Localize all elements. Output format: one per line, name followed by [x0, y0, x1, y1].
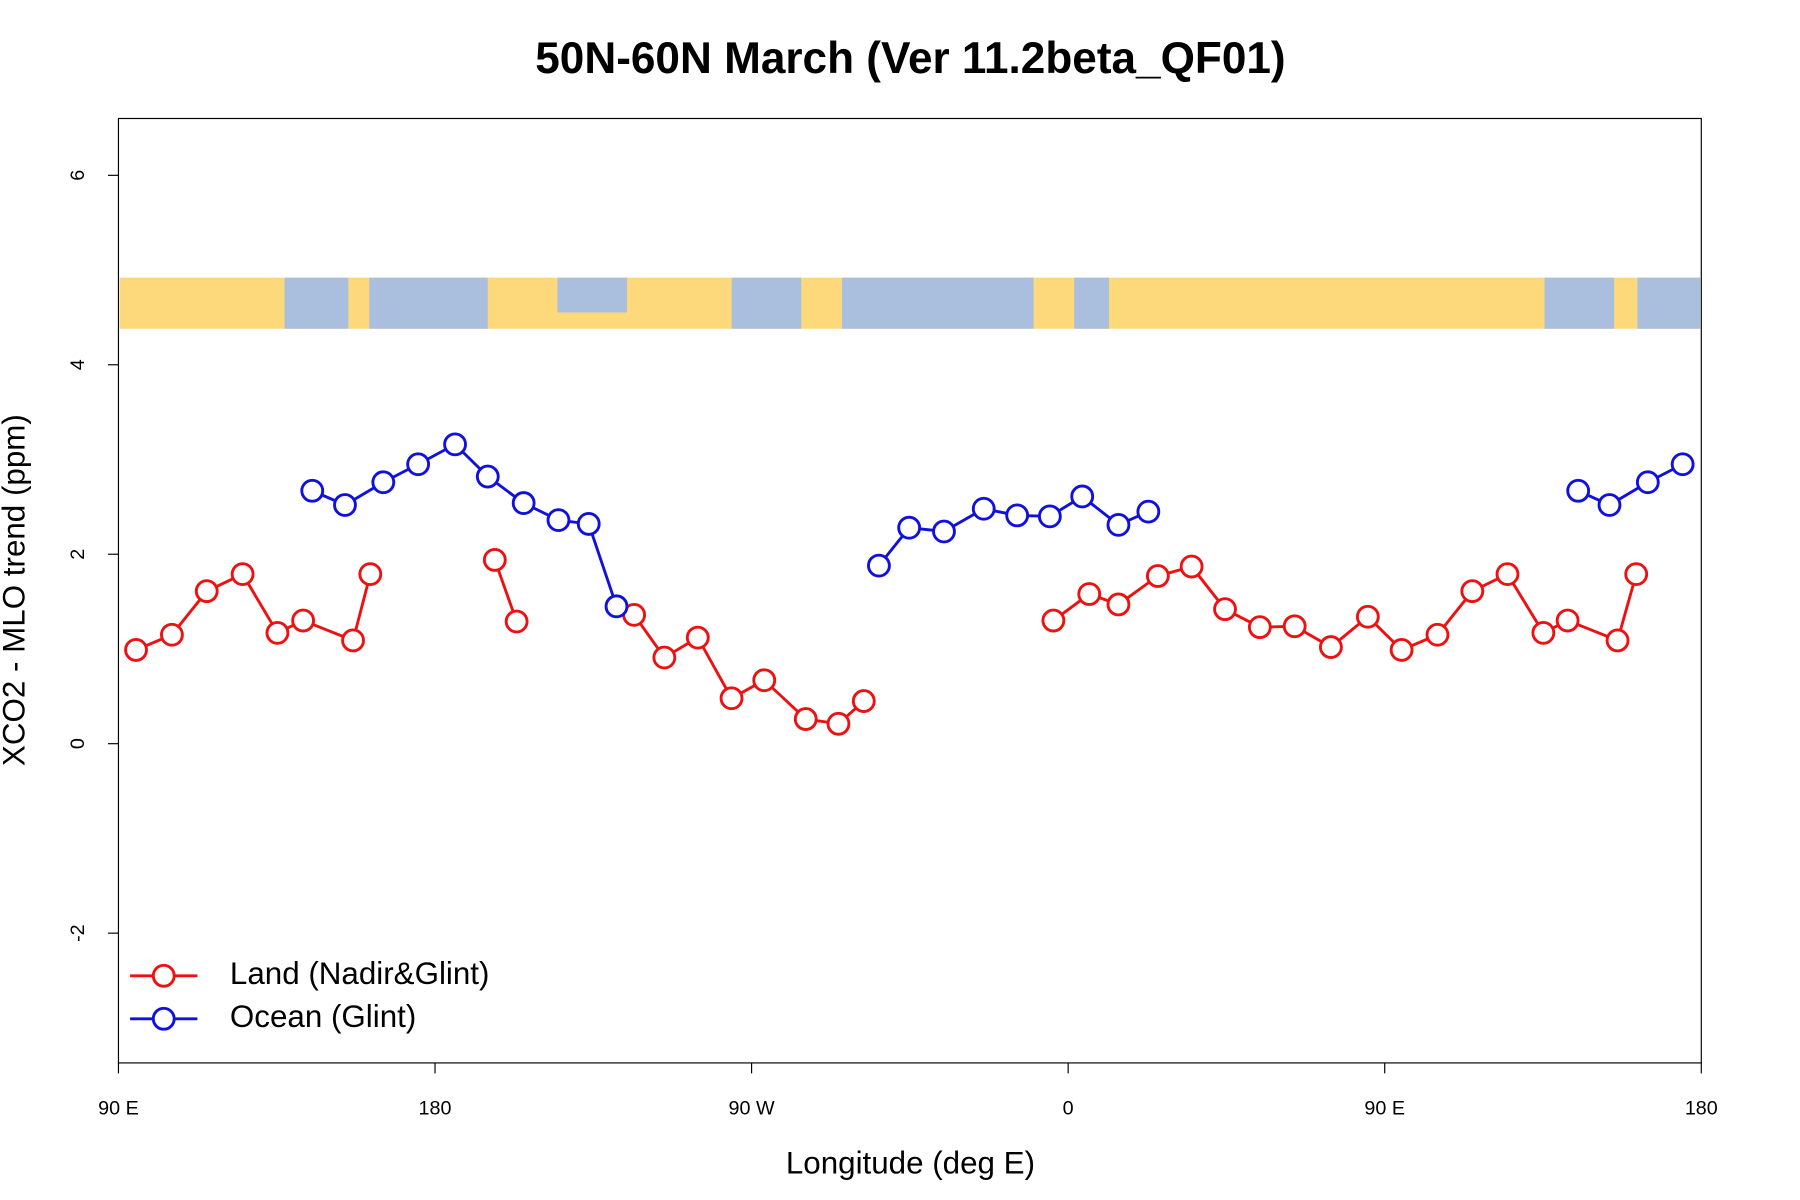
data-point — [1597, 493, 1622, 517]
x-tick-label: 180 — [1685, 1098, 1718, 1120]
data-point — [1566, 478, 1591, 503]
x-tick-label: 90 E — [98, 1098, 139, 1120]
data-point — [358, 562, 383, 587]
data-point — [291, 608, 316, 633]
data-point — [1425, 622, 1450, 647]
x-tick-label: 90 W — [729, 1098, 775, 1120]
data-point — [604, 594, 629, 619]
data-point — [1070, 484, 1095, 509]
map-ocean — [841, 277, 1034, 329]
y-tick-label: 2 — [67, 549, 89, 560]
data-point — [1624, 562, 1649, 587]
data-point — [443, 432, 467, 457]
data-point — [1282, 614, 1307, 639]
plot-frame — [117, 117, 1702, 1064]
data-point — [1460, 579, 1485, 604]
data-point — [971, 496, 996, 521]
chart-title: 50N-60N March (Ver 11.2beta_QF01) — [535, 34, 1285, 83]
data-point — [371, 470, 396, 495]
legend-label: Ocean (Glint) — [230, 999, 416, 1034]
data-point — [867, 553, 891, 578]
y-axis-label: XCO2 - MLO trend (ppm) — [0, 414, 32, 766]
data-point — [932, 519, 956, 544]
map-ocean — [1544, 277, 1615, 329]
map-ocean — [1074, 277, 1110, 329]
data-point — [793, 707, 818, 731]
data-point — [1389, 638, 1414, 662]
data-point — [897, 515, 922, 540]
map-band — [119, 277, 1701, 329]
data-point — [511, 491, 536, 515]
data-point — [406, 452, 431, 477]
data-point — [826, 711, 851, 736]
data-point — [1041, 608, 1066, 633]
data-point — [1319, 635, 1343, 659]
data-point — [160, 622, 184, 647]
data-point — [1106, 592, 1131, 617]
data-point — [1555, 608, 1580, 633]
data-point — [124, 638, 148, 662]
x-axis-label: Longitude (deg E) — [786, 1145, 1035, 1180]
data-point — [1037, 504, 1062, 529]
data-point — [1670, 452, 1695, 477]
legend-marker — [151, 1006, 176, 1031]
data-point — [576, 512, 601, 536]
data-point — [1179, 554, 1204, 579]
legend-label: Land (Nadir&Glint) — [230, 956, 490, 991]
data-point — [1247, 615, 1272, 640]
data-point — [1605, 628, 1630, 653]
data-point — [1145, 564, 1170, 588]
data-point — [1077, 582, 1102, 606]
data-point — [1635, 470, 1660, 495]
x-tick-label: 180 — [419, 1098, 452, 1120]
map-ocean — [731, 277, 802, 329]
map-ocean — [284, 277, 349, 329]
data-point — [341, 628, 365, 653]
data-point — [1213, 597, 1237, 622]
data-point — [230, 562, 255, 587]
y-tick-label: -2 — [67, 924, 89, 942]
data-point — [851, 689, 876, 713]
data-point — [265, 620, 290, 645]
data-point — [482, 548, 507, 572]
data-point — [1005, 503, 1030, 528]
y-tick-label: 6 — [67, 170, 89, 181]
map-ocean — [1637, 277, 1701, 329]
data-point — [333, 493, 357, 517]
data-point — [546, 508, 571, 533]
data-point — [1531, 620, 1556, 645]
data-point — [685, 625, 710, 650]
data-point — [194, 579, 219, 604]
map-ocean — [557, 277, 628, 313]
data-point — [1355, 604, 1380, 629]
data-point — [1136, 499, 1161, 524]
map-ocean — [369, 277, 488, 329]
x-tick-label: 0 — [1063, 1098, 1074, 1120]
data-point — [504, 609, 529, 634]
data-point — [752, 668, 777, 693]
data-point — [475, 464, 500, 489]
legend-marker — [151, 963, 176, 988]
data-point — [1106, 512, 1131, 537]
data-point — [652, 645, 677, 670]
data-point — [1495, 562, 1520, 587]
y-tick-label: 0 — [67, 738, 89, 749]
data-point — [719, 686, 744, 711]
data-point — [300, 478, 325, 503]
x-tick-label: 90 E — [1364, 1098, 1405, 1120]
y-tick-label: 4 — [67, 359, 89, 370]
series-line — [135, 559, 1638, 726]
